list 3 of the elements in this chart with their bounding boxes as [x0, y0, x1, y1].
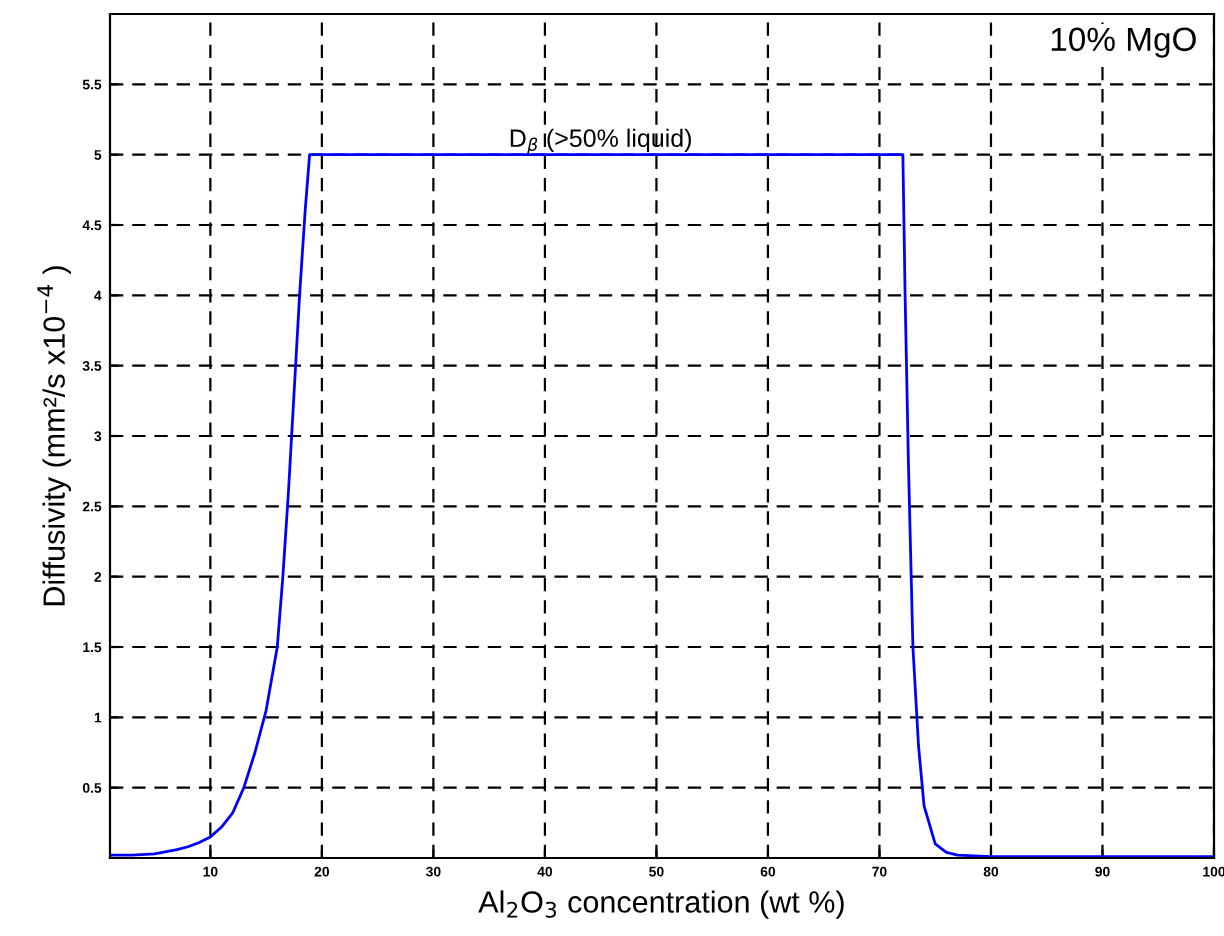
y-axis-title: Diffusivity (mm²/s x10$^{−4}$ ): [37, 266, 71, 606]
x-axis-title: Al$_{2}$O$_{3}$ concentration (wt %): [478, 890, 844, 919]
annotation: 10% MgO: [1051, 27, 1196, 58]
